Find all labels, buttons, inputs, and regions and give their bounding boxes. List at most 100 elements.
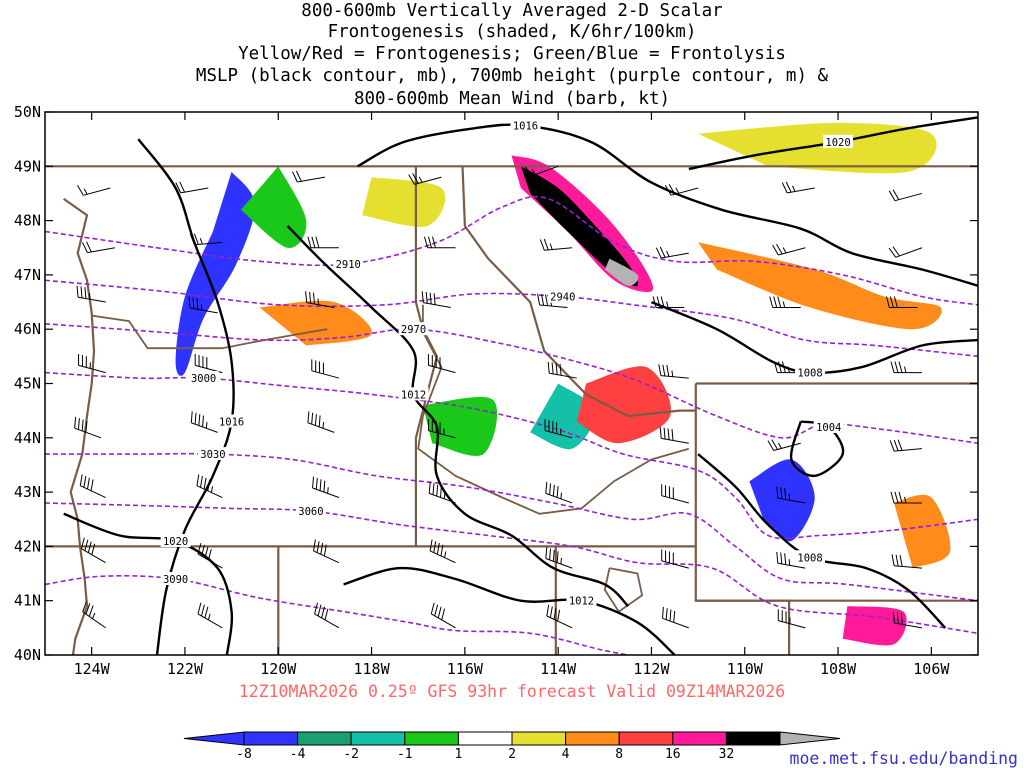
svg-text:3030: 3030 — [200, 449, 225, 461]
forecast-valid-line: 12Z10MAR2026 0.25º GFS 93hr forecast Val… — [239, 682, 785, 701]
wind-barb-57 — [197, 602, 223, 629]
shaded-region-9 — [259, 300, 373, 346]
shaded-region-7 — [698, 242, 942, 330]
wind-barb-23 — [885, 296, 918, 308]
lon-tick-label-2: 120W — [260, 660, 297, 678]
lat-tick-label-1: 49N — [14, 157, 41, 175]
shaded-region-11 — [362, 177, 446, 227]
svg-text:1004: 1004 — [816, 422, 841, 434]
title-line-2: Frontogenesis (shaded, K/6hr/100km) — [328, 22, 697, 42]
wind-barb-42 — [312, 476, 340, 499]
svg-text:1020: 1020 — [163, 536, 188, 548]
columbia-river — [91, 314, 328, 350]
wind-barb-3 — [408, 173, 442, 185]
shaded-region-3 — [175, 171, 255, 376]
wind-barb-21 — [652, 296, 685, 308]
lon-tick-label-4: 116W — [447, 660, 484, 678]
height-contour-label-6: 3090 — [160, 571, 191, 586]
colorbar-swatch-4 — [457, 731, 513, 746]
height-contour-label-0: 2910 — [333, 257, 364, 271]
wind-barb-61 — [662, 606, 689, 629]
wind-barb-19 — [421, 291, 451, 308]
height-contour-label-1: 2940 — [547, 289, 578, 304]
colorbar-swatch-7 — [618, 731, 674, 746]
wind-barb-58 — [314, 602, 340, 629]
lon-tick-label-0: 124W — [74, 660, 111, 678]
wind-barb-13 — [655, 246, 689, 259]
colorbar-swatch-2 — [350, 731, 406, 746]
wind-barb-33 — [190, 411, 218, 433]
lat-tick-label-6: 44N — [14, 429, 41, 447]
shaded-region-2 — [604, 258, 639, 286]
wind-barb-6 — [781, 181, 815, 194]
svg-text:3060: 3060 — [298, 506, 323, 518]
height-contour-label-4: 3030 — [197, 447, 228, 461]
wind-barb-46 — [776, 486, 806, 504]
lat-tick-label-2: 48N — [14, 212, 41, 230]
shaded-region-13 — [894, 494, 951, 569]
lon-tick-label-9: 106W — [913, 660, 950, 678]
svg-text:1016: 1016 — [219, 417, 244, 429]
lon-tick-label-6: 112W — [633, 660, 670, 678]
snake-river — [417, 304, 690, 515]
map-area: 2910 2940 2970 3000 3030 3060 3090 1016 1012 1012… — [14, 103, 979, 678]
shaded-region-1 — [520, 166, 639, 287]
lon-tick-label-5: 114W — [540, 660, 577, 678]
mslp-contour-label-5: 1008 — [795, 365, 826, 380]
title-line-3: Yellow/Red = Frontogenesis; Green/Blue =… — [238, 44, 786, 64]
lat-tick-label-10: 40N — [14, 646, 41, 664]
svg-text:2940: 2940 — [550, 292, 575, 304]
wind-barb-28 — [547, 361, 577, 379]
colorbar-label-9: 32 — [719, 747, 735, 762]
wind-barb-27 — [427, 353, 456, 374]
credit-url[interactable]: moe.met.fsu.edu/banding — [790, 749, 1018, 768]
wind-barb-50 — [313, 539, 340, 564]
lat-tick-label-9: 41N — [14, 592, 41, 610]
lon-tick-label-7: 110W — [727, 660, 764, 678]
wind-barb-31 — [890, 361, 923, 374]
svg-text:3000: 3000 — [191, 373, 216, 385]
wind-barb-16 — [76, 285, 106, 303]
wind-barb-47 — [890, 491, 923, 504]
lat-tick-label-8: 42N — [14, 537, 41, 555]
colorbar-low-arrow — [183, 731, 245, 746]
svg-text:1016: 1016 — [513, 121, 538, 133]
height-contour-label-5: 3060 — [295, 504, 326, 518]
colorbar-label-0: -8 — [236, 747, 252, 762]
height-contour-0 — [45, 195, 978, 306]
wind-barb-15 — [888, 246, 923, 258]
mslp-contour-label-0: 1016 — [216, 414, 247, 429]
colorbar-swatch-9 — [725, 731, 781, 746]
wind-barb-14 — [772, 243, 806, 256]
colorbar-label-2: -2 — [343, 747, 359, 762]
wind-barb-17 — [188, 296, 218, 314]
colorbar-swatch-0 — [243, 731, 299, 746]
state-borders — [45, 165, 978, 655]
contour-labels: 2910 2940 2970 3000 3030 3060 3090 1016 1012 1012… — [160, 118, 854, 608]
height-contour-5 — [45, 502, 978, 635]
mslp-contour-3 — [357, 123, 978, 287]
wind-barb-1 — [175, 181, 209, 194]
colorbar-label-5: 2 — [508, 747, 516, 762]
colorbar-label-8: 16 — [665, 747, 681, 762]
colorbar-swatch-5 — [511, 731, 567, 746]
wind-barb-37 — [659, 426, 689, 444]
colorbar: -8 -4 -2 -1 1 2 4 8 16 32 — [183, 731, 841, 762]
colorbar-label-3: -1 — [397, 747, 413, 762]
colorbar-swatch-6 — [565, 731, 620, 746]
wind-barb-49 — [197, 542, 223, 569]
colorbar-label-1: -4 — [290, 747, 306, 762]
wind-barb-51 — [429, 539, 456, 564]
wind-barb-29 — [658, 364, 689, 379]
wind-barb-4 — [524, 165, 559, 177]
mslp-contour-label-7: 1008 — [795, 550, 826, 564]
wind-barb-44 — [545, 481, 573, 504]
colorbar-label-4: 1 — [454, 747, 462, 762]
colorbar-label-6: 4 — [562, 747, 570, 762]
wind-barb-52 — [545, 547, 573, 569]
wind-barb-48 — [80, 537, 106, 564]
wind-barb-10 — [307, 236, 339, 249]
wind-barb-11 — [424, 236, 456, 249]
wind-barb-9 — [189, 233, 223, 246]
